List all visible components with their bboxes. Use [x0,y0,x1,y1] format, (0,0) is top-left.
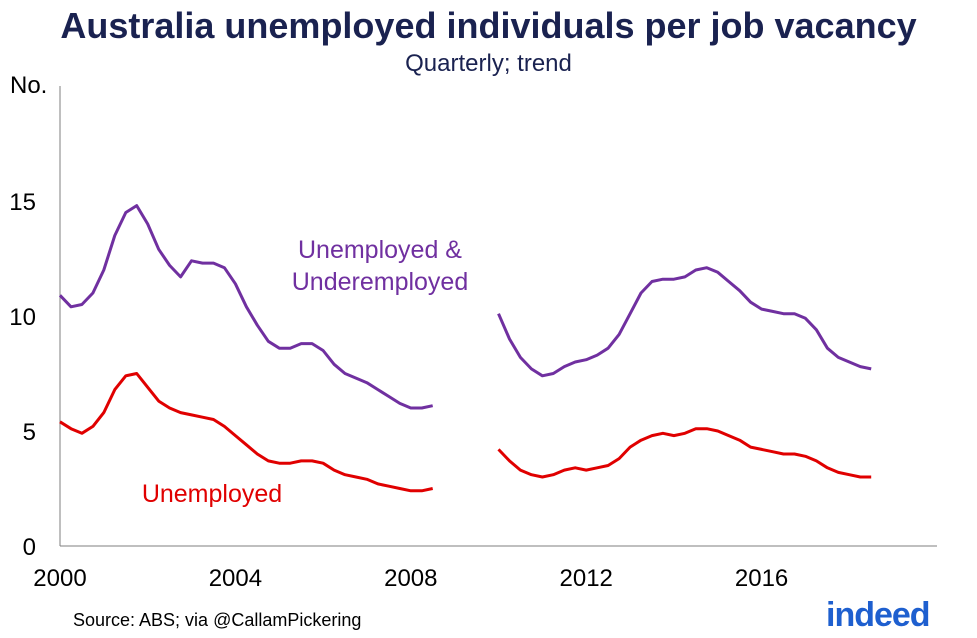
x-tick-label: 2004 [209,565,262,592]
y-tick-label: 0 [23,534,36,561]
series-lines [58,204,872,493]
series-label-unemployed-underemployed: Unemployed & [298,236,462,264]
x-tick-label: 2000 [33,565,86,592]
series-line-unemployed [497,427,872,479]
x-tick-label: 2008 [384,565,437,592]
x-tick-label: 2016 [735,565,788,592]
y-axis-label: No. [10,72,48,99]
source-note: Source: ABS; via @CallamPickering [73,610,362,630]
series-label-unemployed-underemployed: Underemployed [292,268,469,296]
x-ticks: 2000 2004 2008 2012 2016 [33,565,788,592]
series-line-unemployed-underemployed [497,266,872,378]
y-ticks: 0 5 10 15 [9,189,36,561]
series-line-unemployed-underemployed [58,204,434,410]
chart-title: Australia unemployed individuals per job… [60,5,917,46]
y-tick-label: 10 [9,304,36,331]
indeed-logo: indeed [826,596,931,634]
x-tick-label: 2012 [560,565,613,592]
series-labels: Unemployed & Underemployed Unemployed [142,236,468,508]
series-label-unemployed: Unemployed [142,480,282,508]
axes [59,86,937,547]
chart-subtitle: Quarterly; trend [405,50,572,77]
y-tick-label: 5 [23,419,36,446]
y-tick-label: 15 [9,189,36,216]
series-line-unemployed [59,372,434,493]
